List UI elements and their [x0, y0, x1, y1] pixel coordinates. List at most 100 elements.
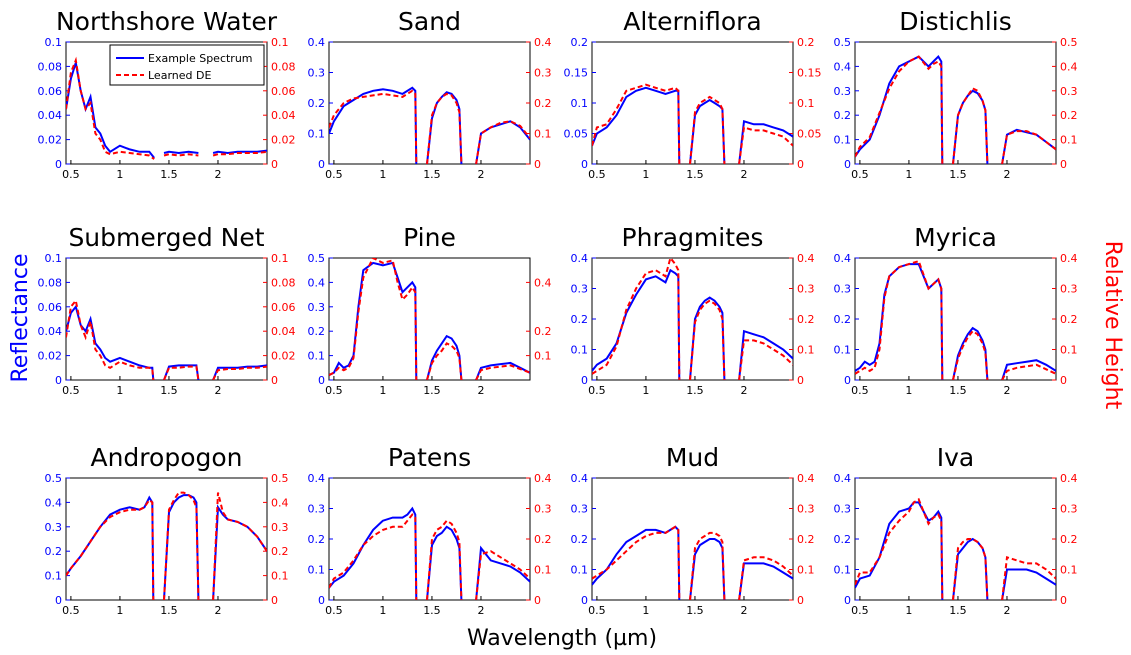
- left-tick-label: 0: [581, 594, 588, 607]
- right-tick-label: 0.1: [797, 344, 815, 357]
- learned-de-line: [66, 498, 155, 600]
- x-tick-label: 1: [642, 168, 649, 181]
- right-tick-label: 0.08: [271, 276, 296, 289]
- chart-panel: Patens 0 0.1 0.2 0.3 0.4 0 0.1 0.2 0.3 0.4 0.5 1 1.5 2: [308, 443, 552, 617]
- example-spectrum-line: [475, 545, 530, 600]
- right-tick-label: 0: [271, 374, 278, 387]
- left-tick-label: 0.2: [571, 36, 589, 49]
- chart-panel: Distichlis00.10.20.30.40.500.10.20.30.40…: [834, 7, 1078, 181]
- chart-panel: Iva 0 0.1 0.2 0.3 0.4 0 0.1 0.2 0.3 0.4 0.5 1 1.5 2: [834, 443, 1078, 617]
- left-tick-label: 0.06: [38, 301, 63, 314]
- left-tick-label: 0.2: [834, 313, 852, 326]
- chart-title: Patens: [388, 443, 471, 472]
- chart-title: Phragmites: [622, 223, 764, 252]
- learned-de-line: [475, 364, 530, 380]
- left-tick-label: 0: [844, 158, 851, 171]
- x-tick-label: 1: [379, 168, 386, 181]
- learned-de-line: [426, 342, 463, 380]
- x-tick-label: 0.5: [851, 384, 869, 397]
- example-spectrum-line: [855, 501, 944, 600]
- right-tick-label: 0: [797, 158, 804, 171]
- right-tick-label: 0.1: [797, 97, 815, 110]
- right-tick-label: 0.5: [271, 472, 289, 485]
- right-tick-label: 0.2: [534, 533, 552, 546]
- chart-title: Distichlis: [899, 7, 1011, 36]
- right-tick-label: 0: [271, 158, 278, 171]
- left-tick-label: 0.2: [308, 97, 326, 110]
- x-tick-label: 2: [740, 168, 747, 181]
- learned-de-line: [212, 150, 267, 157]
- x-tick-label: 0.5: [62, 168, 80, 181]
- left-tick-label: 0.4: [834, 60, 852, 73]
- x-tick-label: 1.5: [160, 604, 178, 617]
- left-axis-label: Reflectance: [8, 253, 33, 382]
- panels-group: Northshore Water 0 0.02 0.04 0.06 0.08 0.1 0 0.0…: [38, 7, 1078, 617]
- right-tick-label: 0.4: [534, 472, 552, 485]
- chart-title: Myrica: [914, 223, 997, 252]
- right-tick-label: 0.2: [797, 36, 815, 49]
- left-tick-label: 0.04: [38, 109, 63, 122]
- left-tick-label: 0.2: [308, 325, 326, 338]
- x-tick-label: 2: [477, 604, 484, 617]
- left-tick-label: 0.1: [571, 344, 589, 357]
- right-tick-label: 0.04: [271, 109, 296, 122]
- example-spectrum-line: [1001, 128, 1056, 164]
- left-tick-label: 0.4: [308, 36, 326, 49]
- chart-panel: Andropogon00.10.20.30.40.500.10.20.30.40…: [45, 443, 289, 617]
- left-tick-label: 0.06: [38, 85, 63, 98]
- right-tick-label: 0.04: [271, 325, 296, 338]
- left-tick-label: 0.08: [38, 276, 63, 289]
- right-tick-label: 0.3: [1060, 283, 1078, 296]
- right-tick-label: 0.1: [534, 564, 552, 577]
- learned-de-line: [66, 56, 155, 160]
- learned-de-line: [855, 259, 944, 380]
- left-tick-label: 0.2: [834, 109, 852, 122]
- left-tick-label: 0.02: [38, 134, 63, 147]
- left-tick-label: 0.4: [834, 472, 852, 485]
- chart-title: Northshore Water: [56, 7, 278, 36]
- x-tick-label: 1.5: [949, 168, 967, 181]
- left-tick-label: 0.1: [834, 134, 852, 147]
- left-tick-label: 0.2: [308, 533, 326, 546]
- learned-de-line: [738, 126, 793, 164]
- left-tick-label: 0.4: [308, 276, 326, 289]
- right-tick-label: 0.4: [534, 276, 552, 289]
- chart-title: Sand: [398, 7, 461, 36]
- learned-de-line: [163, 491, 200, 600]
- right-tick-label: 0.4: [1060, 252, 1078, 265]
- plot-frame: [65, 477, 268, 601]
- plot-frame: [328, 257, 531, 381]
- right-tick-label: 0.3: [797, 503, 815, 516]
- learned-de-line: [475, 120, 530, 164]
- chart-panel: Phragmites 0 0.1 0.2 0.3 0.4 0 0.1 0.2 0.3 0.4 0.5 1…: [571, 223, 815, 397]
- example-spectrum-line: [952, 89, 989, 164]
- x-tick-label: 1.5: [160, 168, 178, 181]
- right-tick-label: 0.3: [271, 521, 289, 534]
- learned-de-line: [163, 153, 199, 157]
- left-tick-label: 0.1: [308, 564, 326, 577]
- left-tick-label: 0.5: [834, 36, 852, 49]
- right-tick-label: 0.02: [271, 134, 296, 147]
- example-spectrum-line: [212, 504, 267, 600]
- learned-de-line: [952, 538, 989, 600]
- left-tick-label: 0.1: [571, 564, 589, 577]
- right-tick-label: 0.1: [1060, 344, 1078, 357]
- left-tick-label: 0.04: [38, 325, 63, 338]
- learned-de-line: [738, 556, 793, 600]
- learned-de-line: [426, 519, 463, 600]
- plot-frame: [65, 257, 268, 381]
- right-tick-label: 0.2: [797, 313, 815, 326]
- left-tick-label: 0.4: [571, 472, 589, 485]
- x-tick-label: 2: [214, 604, 221, 617]
- x-tick-label: 1: [642, 604, 649, 617]
- left-tick-label: 0: [55, 374, 62, 387]
- example-spectrum-line: [855, 54, 944, 164]
- example-spectrum-line: [329, 506, 418, 600]
- left-tick-label: 0.4: [45, 496, 63, 509]
- learned-de-line: [592, 525, 681, 600]
- left-tick-label: 0: [844, 374, 851, 387]
- x-tick-label: 0.5: [325, 168, 343, 181]
- left-tick-label: 0.4: [834, 252, 852, 265]
- x-tick-label: 1.5: [160, 384, 178, 397]
- left-tick-label: 0.2: [834, 533, 852, 546]
